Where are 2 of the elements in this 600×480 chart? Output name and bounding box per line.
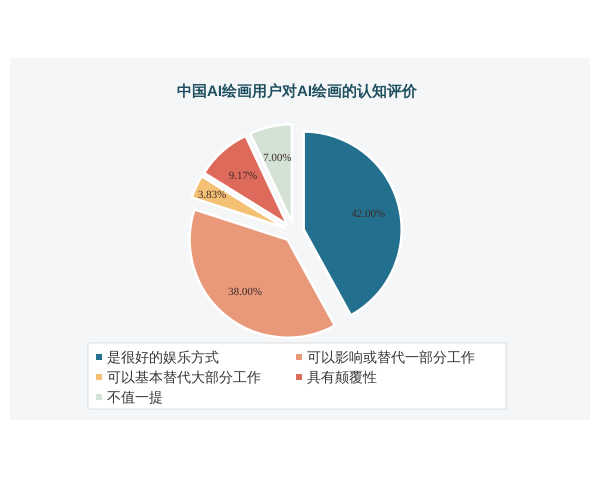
title: 中国AI绘画用户对AI绘画的认知评价 [177, 83, 417, 100]
legend-label: 不值一提 [107, 389, 163, 405]
